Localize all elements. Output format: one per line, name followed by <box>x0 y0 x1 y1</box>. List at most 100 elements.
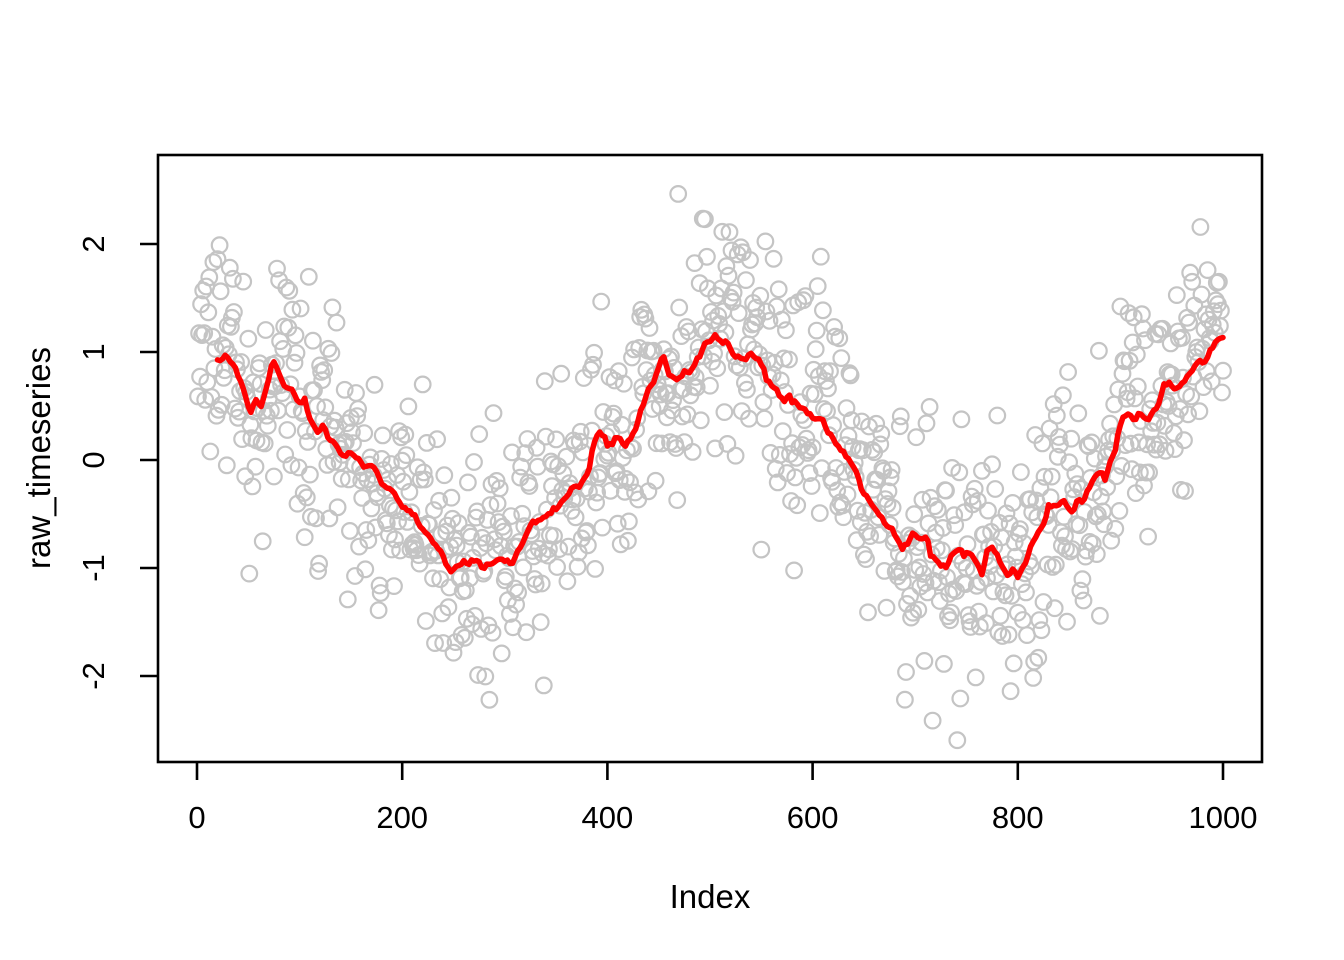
scatter-point <box>1030 611 1049 629</box>
scatter-point <box>234 272 253 291</box>
scatter-point <box>773 422 792 441</box>
scatter-point <box>1018 626 1036 644</box>
scatter-point <box>817 372 835 390</box>
scatter-point <box>440 578 459 597</box>
scatter-point <box>888 567 907 586</box>
scatter-point <box>830 329 849 348</box>
scatter-point <box>256 321 275 339</box>
scatter-point <box>1082 433 1101 452</box>
scatter-point <box>297 488 316 507</box>
scatter-point <box>1071 581 1090 600</box>
scatter-point <box>325 411 344 430</box>
scatter-point <box>756 232 775 251</box>
scatter-point <box>946 516 965 534</box>
x-tick-label: 1000 <box>1189 800 1258 835</box>
scatter-point <box>392 428 411 447</box>
y-tick-label: 1 <box>76 343 111 360</box>
scatter-point <box>837 399 856 418</box>
scatter-point <box>494 522 513 541</box>
scatter-point <box>536 427 555 446</box>
scatter-point <box>444 643 463 662</box>
scatter-point <box>587 493 605 512</box>
scatter-point <box>217 456 236 475</box>
scatter-point <box>462 527 480 546</box>
scatter-point <box>948 731 967 750</box>
scatter-point <box>1042 467 1061 486</box>
scatter-point <box>942 603 960 622</box>
scatter-point <box>449 514 468 533</box>
scatter-point <box>788 496 807 515</box>
scatter-point <box>204 253 223 272</box>
scatter-point <box>492 644 511 663</box>
scatter-point <box>470 425 489 444</box>
scatter-point <box>772 310 791 329</box>
scatter-point <box>1049 428 1068 446</box>
scatter-point <box>991 606 1010 625</box>
scatter-point <box>1190 402 1209 421</box>
scatter-point <box>881 468 900 487</box>
scatter-point <box>668 491 687 510</box>
scatter-point <box>718 435 737 453</box>
scatter-point <box>906 561 925 579</box>
scatter-point <box>1025 652 1044 671</box>
scatter-point <box>761 444 780 462</box>
scatter-point <box>1123 333 1142 352</box>
scatter-point <box>459 473 477 492</box>
scatter-point <box>516 444 535 463</box>
y-tick-label: -1 <box>76 554 111 582</box>
scatter-point <box>621 473 639 492</box>
scatter-point <box>969 602 988 621</box>
scatter-point <box>807 321 826 340</box>
scatter-point <box>347 384 365 402</box>
scatter-point <box>854 441 872 460</box>
scatter-point <box>1191 218 1210 236</box>
scatter-point <box>214 368 233 387</box>
scatter-point <box>426 634 444 652</box>
scatter-point <box>1198 261 1217 280</box>
scatter-point <box>296 422 315 440</box>
scatter-point <box>532 574 551 593</box>
scatter-point <box>915 652 934 670</box>
scatter-point <box>200 268 219 287</box>
scatter-point <box>592 292 611 311</box>
scatter-point <box>277 278 296 297</box>
scatter-point <box>803 438 822 457</box>
scatter-point <box>841 366 860 385</box>
x-tick-label: 800 <box>992 800 1044 835</box>
scatter-point <box>211 282 230 301</box>
scatter-point <box>490 479 509 498</box>
scatter-point <box>291 299 310 318</box>
scatter-point <box>385 577 403 595</box>
scatter-point <box>1130 463 1149 482</box>
scatter-point <box>741 251 759 269</box>
scatter-point <box>706 439 724 458</box>
scatter-point <box>579 536 597 555</box>
scatter-point <box>550 540 569 558</box>
scatter-point <box>615 482 634 501</box>
scatter-point <box>416 612 435 630</box>
scatter-point <box>1090 606 1109 625</box>
scatter-point <box>691 411 710 430</box>
scatter-point <box>755 409 774 428</box>
scatter-point <box>1127 345 1146 364</box>
scatter-point <box>738 380 756 399</box>
scatter-point <box>394 472 413 491</box>
scatter-point <box>799 441 818 460</box>
scatter-point <box>619 531 637 550</box>
scatter-point <box>979 501 997 520</box>
scatter-point <box>467 508 486 527</box>
scatter-point <box>339 470 358 489</box>
scatter-point <box>283 300 302 319</box>
scatter-point <box>336 433 355 451</box>
scatter-point <box>838 485 857 504</box>
scatter-point <box>1047 406 1066 425</box>
scatter-point <box>909 600 928 619</box>
scatter-point <box>1156 441 1175 460</box>
scatter-point <box>844 460 863 479</box>
scatter-point <box>1012 463 1030 482</box>
scatter-point <box>812 459 831 478</box>
scatter-point <box>315 361 334 380</box>
scatter-point <box>1119 304 1138 323</box>
scatter-point <box>369 601 388 620</box>
scatter-point <box>514 558 533 577</box>
